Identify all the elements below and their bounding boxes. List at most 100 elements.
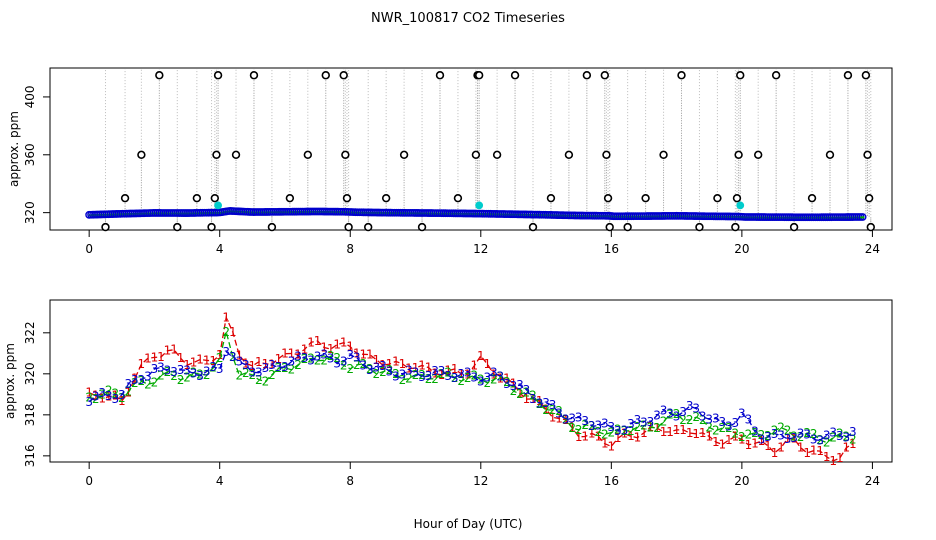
series-marker-1: 1 [836,451,844,465]
series-marker-1: 1 [816,444,824,458]
series-marker-1: 1 [425,361,433,375]
y-tick-label: 322 [23,321,37,344]
series-marker-3: 3 [327,351,335,365]
spike-point [213,71,223,80]
series-marker-1: 1 [386,357,394,371]
series-marker-1: 1 [190,356,198,370]
series-marker-3: 3 [281,360,289,374]
series-marker-1: 1 [810,444,818,458]
series-marker-1: 1 [327,342,335,356]
x-tick-label: 20 [734,242,749,256]
series-marker-3: 3 [340,355,348,369]
series-marker-1: 1 [627,429,635,443]
spike-point [771,71,781,80]
x-tick-label: 8 [346,474,354,488]
series-marker-2: 2 [640,419,648,433]
series-marker-2: 2 [373,367,381,381]
series-marker-2: 2 [614,422,622,436]
series-marker-2: 2 [764,429,772,443]
series-line-2 [89,331,854,444]
series-marker-3: 3 [803,428,811,442]
series-marker-1: 1 [314,334,322,348]
series-marker-2: 2 [497,370,505,384]
series-marker-2: 2 [608,426,616,440]
series-marker-1: 1 [803,446,811,460]
series-marker-3: 3 [209,360,217,374]
series-marker-2: 2 [98,388,106,402]
series-marker-2: 2 [732,427,740,441]
series-marker-3: 3 [431,364,439,378]
series-marker-3: 3 [490,366,498,380]
series-marker-2: 2 [314,354,322,368]
series-marker-3: 3 [242,358,250,372]
spike-point [528,222,538,232]
series-marker-3: 3 [151,362,159,376]
spike-point [825,150,835,159]
series-marker-1: 1 [392,354,400,368]
series-marker-3: 3 [301,351,309,365]
series-marker-2: 2 [464,371,472,385]
series-marker-3: 3 [111,392,119,406]
series-marker-1: 1 [346,340,354,354]
series-marker-2: 2 [849,432,857,446]
series-marker-2: 2 [353,358,361,372]
series-marker-2: 2 [346,362,354,376]
series-marker-2: 2 [594,425,602,439]
spike-point [677,71,686,80]
series-marker-3: 3 [777,428,785,442]
bottom-y-axis-label: approx. ppm [3,343,17,419]
spike-point [736,71,745,80]
series-marker-2: 2 [203,368,211,382]
series-marker-1: 1 [692,427,700,441]
series-marker-1: 1 [477,349,485,363]
series-marker-1: 1 [588,426,596,440]
spike-point [861,71,871,80]
series-marker-3: 3 [764,430,772,444]
spike-point [210,193,220,203]
series-marker-2: 2 [581,418,589,432]
series-marker-2: 2 [771,424,779,438]
series-marker-2: 2 [92,392,100,406]
series-marker-3: 3 [810,433,818,447]
series-marker-3: 3 [138,373,146,387]
series-marker-1: 1 [379,358,387,372]
series-marker-1: 1 [555,412,563,426]
x-tick-label: 0 [85,242,93,256]
series-marker-1: 1 [216,348,224,362]
series-marker-3: 3 [725,420,733,434]
series-marker-1: 1 [653,421,661,435]
series-marker-2: 2 [784,423,792,437]
series-marker-2: 2 [157,368,165,382]
series-marker-2: 2 [138,374,146,388]
series-marker-2: 2 [444,366,452,380]
spike-point [734,150,743,159]
x-tick-label: 16 [604,242,619,256]
spike-point [249,71,259,80]
series-marker-1: 1 [568,421,576,435]
spike-point [603,193,613,203]
spike-point [381,193,391,203]
series-marker-3: 3 [98,386,106,400]
series-marker-3: 3 [588,419,596,433]
series-line-1 [88,315,854,462]
top-highlight-points [214,201,745,210]
series-marker-1: 1 [157,350,165,364]
spike-point [212,150,221,159]
series-marker-2: 2 [738,430,746,444]
series-marker-1: 1 [594,429,602,443]
spike-point [864,193,874,203]
series-marker-2: 2 [627,424,635,438]
series-marker-3: 3 [836,429,844,443]
series-marker-1: 1 [640,426,648,440]
series-marker-3: 3 [235,355,243,369]
top-plot-frame [49,67,893,231]
series-marker-2: 2 [359,357,367,371]
series-marker-1: 1 [451,362,459,376]
series-marker-3: 3 [536,397,544,411]
series-marker-1: 1 [85,386,93,400]
series-marker-3: 3 [627,417,635,431]
top-x-ticks: 0 4 8 12 16 20 24 [85,230,880,256]
series-marker-1: 1 [366,348,374,362]
series-marker-3: 3 [829,426,837,440]
series-marker-2: 2 [810,427,818,441]
